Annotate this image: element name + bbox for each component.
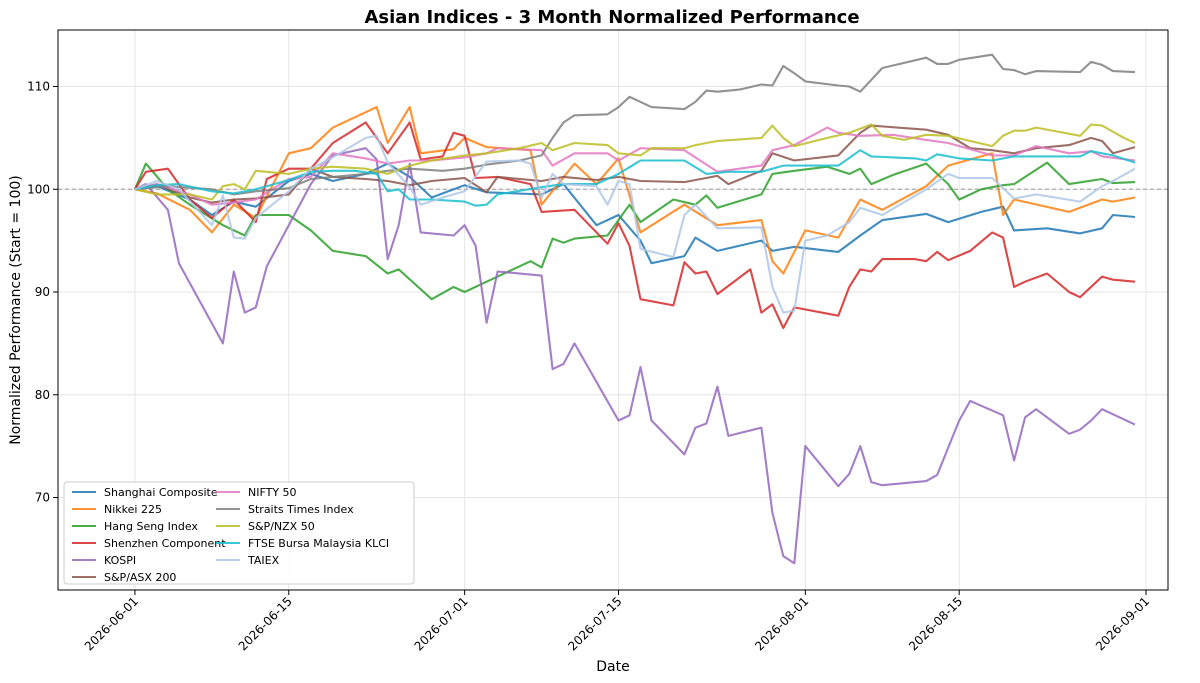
x-tick-label: 2026-06-15 [236,594,295,653]
series-line [133,161,1136,301]
y-tick-label: 110 [27,80,50,94]
legend-label: Hang Seng Index [104,520,198,533]
plot-frame [57,29,1169,591]
series-line [134,149,1136,207]
series-line [134,134,1136,314]
series-line [134,106,1136,275]
x-axis-ticks: 2026-06-01 2026-06-15 2026-07-01 2026-07-15… [82,590,1152,653]
legend-label: Shanghai Composite [104,486,218,499]
y-tick-label: 70 [35,491,50,505]
legend-label: Straits Times Index [248,503,354,516]
legend-label: NIFTY 50 [248,486,297,499]
series-line [134,121,1136,330]
series-lines [133,53,1136,565]
series-line [134,126,1136,206]
x-tick-label: 2026-08-01 [752,594,811,653]
legend-label: TAIEX [247,554,280,567]
legend-label: S&P/ASX 200 [104,571,176,584]
series-line [134,147,1136,565]
y-tick-label: 90 [35,285,50,299]
legend-label: Nikkei 225 [104,503,162,516]
x-tick-label: 2026-07-01 [412,594,471,653]
legend-label: S&P/NZX 50 [248,520,315,533]
legend-label: FTSE Bursa Malaysia KLCI [248,537,389,550]
legend-box [63,481,415,585]
chart-title: Asian Indices - 3 Month Normalized Perfo… [364,7,859,28]
y-axis-label: Normalized Performance (Start = 100) [8,175,24,445]
x-tick-label: 2026-06-01 [82,594,141,653]
legend-label: Shenzhen Component [104,537,226,550]
y-tick-label: 100 [27,182,50,196]
series-line [134,123,1136,201]
x-tick-label: 2026-09-01 [1093,594,1152,653]
y-axis-ticks: 70 80 90 100 110 [27,80,58,505]
x-tick-label: 2026-07-15 [565,594,624,653]
legend-label: KOSPI [104,554,136,567]
x-axis-label: Date [596,659,629,675]
y-tick-label: 80 [35,388,50,402]
legend: Shanghai Composite Nikkei 225 Hang Seng In… [63,481,415,585]
x-tick-label: 2026-08-15 [906,594,965,653]
